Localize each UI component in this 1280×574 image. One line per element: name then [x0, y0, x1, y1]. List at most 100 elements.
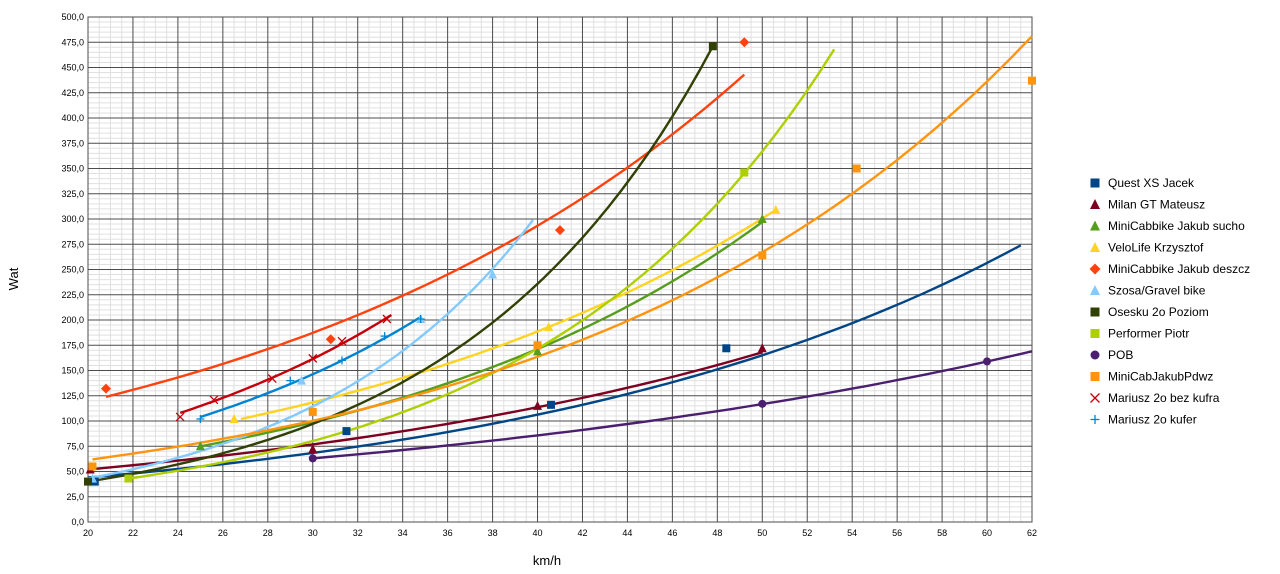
- data-point: [555, 225, 565, 236]
- x-tick-label: 56: [892, 528, 902, 538]
- x-tick-label: 52: [802, 528, 812, 538]
- data-point: [286, 376, 295, 385]
- data-point: [1028, 76, 1036, 85]
- legend-label: Mariusz 2o kufer: [1108, 413, 1197, 427]
- data-point: [757, 343, 767, 353]
- data-point: [758, 251, 767, 260]
- legend-label: MiniCabbike Jakub deszcz: [1108, 262, 1250, 276]
- x-tick-label: 48: [712, 528, 722, 538]
- y-tick-label: 0,0: [71, 517, 84, 527]
- x-tick-label: 26: [218, 528, 228, 538]
- axis-ticks: 20 22 24 26 28 30 32 34 36 38 40 42 44 46 48 50 52 54 56 58…: [61, 12, 1037, 538]
- data-point: [547, 400, 556, 409]
- trend-line: [87, 219, 534, 480]
- legend-label: Osesku 2o Poziom: [1108, 305, 1209, 319]
- data-point: [533, 341, 542, 350]
- x-axis-title: km/h: [533, 553, 561, 568]
- data-point: [195, 441, 205, 451]
- data-point: [380, 332, 389, 341]
- x-tick-label: 44: [622, 528, 632, 538]
- legend-label: MiniCabJakubPdwz: [1108, 370, 1213, 384]
- trend-line: [312, 350, 1033, 460]
- data-point: [100, 383, 111, 394]
- legend-label: Quest XS Jacek: [1108, 176, 1195, 190]
- legend-marker: [1090, 178, 1100, 188]
- data-point: [308, 454, 317, 463]
- y-tick-label: 150,0: [61, 366, 84, 376]
- y-tick-label: 275,0: [61, 239, 84, 249]
- data-point: [983, 357, 992, 366]
- y-tick-label: 225,0: [61, 290, 84, 300]
- legend-marker: [1090, 285, 1100, 295]
- y-tick-label: 400,0: [61, 113, 84, 123]
- legend-label: MiniCabbike Jakub sucho: [1108, 219, 1245, 233]
- data-point: [757, 214, 767, 223]
- data-point: [175, 412, 185, 422]
- legend-marker: [1090, 393, 1100, 403]
- legend-label: Milan GT Mateusz: [1108, 198, 1205, 212]
- legend-label: Mariusz 2o bez kufra: [1108, 391, 1220, 405]
- x-tick-label: 58: [937, 528, 947, 538]
- legend-label: POB: [1108, 348, 1133, 362]
- legend: Quest XS Jacek Milan GT Mateusz MiniCabbik…: [1089, 176, 1250, 427]
- data-point: [308, 407, 317, 416]
- y-tick-label: 350,0: [61, 164, 84, 174]
- legend-marker: [1090, 329, 1100, 338]
- data-point: [337, 356, 346, 365]
- y-axis-title: Wat: [6, 267, 21, 290]
- data-point: [533, 400, 543, 410]
- x-tick-label: 32: [353, 528, 363, 538]
- trend-line: [92, 35, 1033, 461]
- y-tick-label: 25,0: [66, 492, 84, 502]
- x-tick-label: 60: [982, 528, 992, 538]
- data-point: [308, 353, 318, 363]
- x-tick-label: 42: [577, 528, 587, 538]
- x-tick-label: 50: [757, 528, 767, 538]
- plot-border: [87, 16, 1033, 523]
- data-point: [325, 334, 336, 345]
- data-point: [84, 477, 92, 486]
- y-tick-label: 500,0: [61, 12, 84, 22]
- data-point: [196, 414, 205, 423]
- x-tick-label: 34: [398, 528, 408, 538]
- data-point: [544, 322, 554, 332]
- data-point: [297, 375, 307, 385]
- trend-line: [200, 315, 422, 419]
- data-point: [740, 168, 749, 177]
- x-tick-label: 20: [83, 528, 93, 538]
- data-point: [722, 344, 731, 353]
- y-tick-label: 175,0: [61, 340, 84, 350]
- data-point: [308, 444, 318, 454]
- data-point: [708, 42, 717, 51]
- data-point: [739, 37, 750, 48]
- data-point: [337, 336, 347, 346]
- data-point: [267, 374, 277, 384]
- x-tick-label: 40: [533, 528, 543, 538]
- data-point: [88, 462, 97, 471]
- data-point: [488, 269, 498, 279]
- legend-marker: [1090, 415, 1100, 424]
- data-point: [416, 314, 425, 323]
- data-point: [229, 413, 239, 423]
- x-tick-label: 28: [263, 528, 273, 538]
- trend-line: [128, 48, 836, 480]
- y-tick-label: 75,0: [66, 441, 84, 451]
- legend-marker: [1090, 307, 1100, 317]
- y-tick-label: 375,0: [61, 138, 84, 148]
- trend-line: [200, 221, 764, 448]
- y-tick-label: 325,0: [61, 189, 84, 199]
- data-point: [771, 204, 781, 214]
- data-point: [209, 395, 219, 405]
- legend-marker: [1090, 372, 1100, 381]
- legend-marker: [1090, 199, 1100, 209]
- trend-line: [87, 45, 714, 483]
- data-point: [342, 427, 351, 436]
- trend-lines: [87, 35, 1033, 483]
- data-point: [382, 314, 392, 324]
- x-tick-label: 46: [667, 528, 677, 538]
- y-tick-label: 250,0: [61, 265, 84, 275]
- trend-line: [87, 244, 1022, 479]
- legend-label: Performer Piotr: [1108, 327, 1189, 341]
- y-tick-label: 425,0: [61, 88, 84, 98]
